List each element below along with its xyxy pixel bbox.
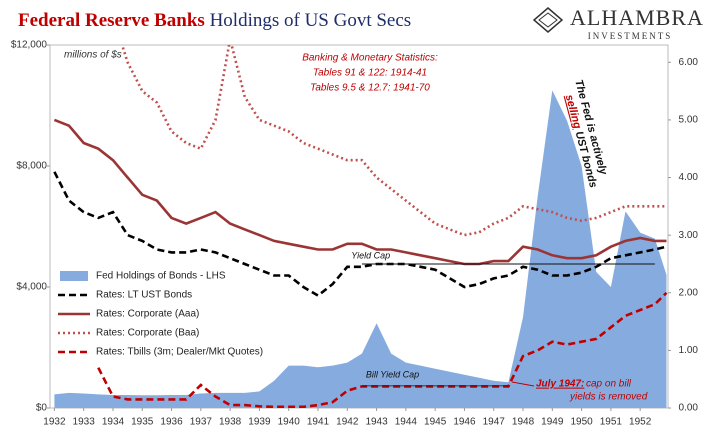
x-tick-label: 1937 (190, 417, 213, 428)
line (53, 118, 667, 266)
bill-cap-label: Bill Yield Cap (366, 369, 419, 379)
legend-label: Rates: LT UST Bonds (96, 290, 192, 301)
legend-label: Rates: Tbills (3m; Dealer/Mkt Quotes) (96, 347, 263, 358)
unit-label: millions of $s (64, 50, 122, 61)
legend-label: Rates: Corporate (Aaa) (96, 309, 199, 320)
y2-tick-label: 5.00 (679, 115, 699, 126)
x-tick-label: 1949 (541, 417, 564, 428)
july-rest: yields is removed (569, 392, 648, 403)
y2-tick-label: 4.00 (679, 172, 699, 183)
line (53, 171, 667, 298)
y2-tick-label: 6.00 (679, 57, 699, 68)
x-tick-label: 1942 (336, 417, 359, 428)
x-tick-label: 1945 (424, 417, 447, 428)
x-tick-label: 1935 (131, 417, 154, 428)
x-tick-label: 1941 (307, 417, 330, 428)
source-note: Tables 9.5 & 12.7: 1941-70 (310, 83, 430, 94)
logo-text: ALHAMBRA (570, 5, 704, 30)
line (120, 45, 667, 237)
x-tick-label: 1933 (73, 417, 96, 428)
x-tick-label: 1934 (102, 417, 125, 428)
x-tick-label: 1950 (570, 417, 593, 428)
x-tick-label: 1932 (43, 417, 66, 428)
x-tick-label: 1938 (219, 417, 242, 428)
yield-cap-label: Yield Cap (351, 250, 390, 260)
x-tick-label: 1943 (365, 417, 388, 428)
logo-sub: INVESTMENTS (588, 31, 673, 41)
y2-tick-label: 3.00 (679, 230, 699, 241)
y2-tick-label: 2.00 (679, 287, 699, 298)
x-tick-label: 1952 (629, 417, 652, 428)
x-tick-label: 1936 (160, 417, 183, 428)
y2-tick-label: 1.00 (679, 345, 699, 356)
x-tick-label: 1948 (512, 417, 535, 428)
x-tick-label: 1947 (483, 417, 506, 428)
y-tick-label: $0 (36, 403, 48, 414)
line (97, 291, 668, 408)
logo-icon (532, 7, 564, 33)
x-tick-label: 1939 (248, 417, 271, 428)
legend-label: Fed Holdings of Bonds - LHS (96, 271, 226, 282)
july-arrow (511, 381, 535, 387)
legend-label: Rates: Corporate (Baa) (96, 328, 199, 339)
july-rest: cap on bill (586, 379, 632, 390)
y-tick-label: $8,000 (16, 161, 47, 172)
y-tick-label: $4,000 (16, 282, 47, 293)
x-tick-label: 1951 (600, 417, 623, 428)
logo: ALHAMBRA INVESTMENTS (532, 5, 704, 41)
title-blue: Holdings of US Govt Secs (210, 10, 412, 31)
logo-icon-inner (538, 12, 558, 28)
y-tick-label: $12,000 (11, 40, 48, 51)
x-tick-label: 1946 (453, 417, 476, 428)
july-label: July 1947: (536, 379, 584, 390)
area (54, 90, 667, 408)
legend-swatch (60, 271, 88, 281)
plot (53, 45, 668, 408)
source-note: Tables 91 & 122: 1914-41 (313, 68, 427, 79)
source-note: Banking & Monetary Statistics: (302, 53, 438, 64)
x-tick-label: 1944 (395, 417, 418, 428)
title-red: Federal Reserve Banks (18, 10, 205, 31)
chart-title: Federal Reserve Banks Holdings of US Gov… (18, 10, 411, 31)
x-tick-label: 1940 (278, 417, 301, 428)
y2-tick-label: 0.00 (679, 403, 699, 414)
